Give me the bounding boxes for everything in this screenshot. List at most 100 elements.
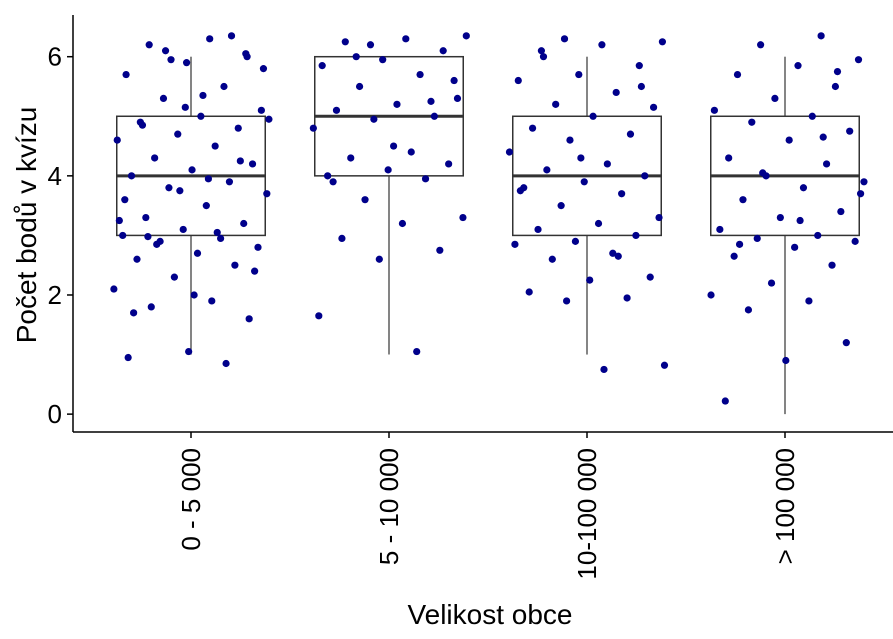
point [165, 184, 173, 192]
point [753, 234, 761, 242]
point [145, 41, 153, 49]
point [594, 219, 603, 228]
point [332, 106, 341, 114]
y-axis-title: Počet bodů v kvízu [11, 107, 42, 344]
point [211, 142, 219, 150]
point [817, 32, 825, 40]
point [222, 359, 230, 368]
point [159, 94, 168, 102]
point [398, 219, 407, 228]
point [837, 207, 845, 216]
point [791, 243, 799, 251]
point [113, 136, 121, 144]
point [459, 213, 467, 222]
point [240, 219, 248, 228]
point [833, 67, 842, 76]
point [421, 175, 430, 183]
point [626, 130, 635, 138]
point [814, 231, 822, 240]
x-tick-label: 0 - 5 000 [176, 448, 206, 551]
point [329, 178, 337, 186]
point [707, 291, 715, 299]
x-tick-label: 10-100 000 [572, 448, 602, 580]
point [589, 112, 597, 120]
point [525, 288, 533, 296]
point [393, 100, 401, 108]
point [199, 91, 207, 100]
point [257, 106, 265, 114]
point [805, 297, 813, 305]
point [144, 233, 152, 241]
point [379, 56, 387, 64]
point [245, 315, 253, 323]
point [248, 160, 257, 168]
point [846, 127, 854, 135]
point [416, 70, 424, 79]
point [842, 339, 850, 347]
point [528, 124, 537, 132]
point [655, 213, 663, 222]
point [147, 303, 155, 311]
point [227, 32, 236, 40]
point [539, 53, 548, 61]
point [632, 231, 640, 240]
point [197, 112, 205, 120]
point [185, 347, 193, 356]
point [179, 225, 187, 234]
point [138, 121, 147, 129]
point [575, 70, 583, 79]
x-axis-title: Velikost obce [408, 599, 573, 630]
point [127, 172, 136, 180]
point [119, 231, 127, 240]
point [658, 38, 667, 46]
point [799, 184, 808, 192]
point [771, 94, 779, 102]
point [110, 285, 118, 293]
point [188, 166, 196, 174]
point [757, 41, 765, 49]
point [124, 353, 132, 362]
point [794, 62, 802, 70]
point [571, 237, 580, 245]
point [721, 397, 729, 405]
point [315, 312, 323, 320]
point [739, 196, 747, 204]
point [566, 136, 574, 144]
x-tick-label: 5 - 10 000 [374, 448, 404, 565]
point [560, 35, 569, 43]
point [598, 41, 606, 49]
point [167, 56, 175, 64]
point [453, 94, 462, 102]
point [822, 160, 831, 168]
point [153, 240, 161, 248]
point [854, 56, 863, 64]
point [193, 249, 202, 257]
point [534, 225, 542, 234]
point [577, 154, 585, 162]
point [637, 82, 645, 91]
point [133, 255, 141, 263]
point [548, 255, 556, 263]
point [355, 82, 364, 91]
y-tick-label: 4 [48, 161, 62, 191]
point [361, 196, 369, 204]
point [860, 178, 868, 186]
point [612, 88, 620, 97]
point [208, 297, 216, 305]
point [236, 157, 244, 165]
point [450, 76, 458, 85]
point [338, 234, 346, 242]
point [710, 106, 718, 114]
point [242, 50, 250, 58]
point [748, 118, 756, 126]
point [318, 62, 326, 70]
point [511, 240, 519, 248]
point [552, 100, 560, 108]
point [352, 53, 360, 61]
point [254, 243, 262, 251]
point [514, 76, 522, 85]
point [347, 154, 355, 162]
point [782, 356, 790, 365]
